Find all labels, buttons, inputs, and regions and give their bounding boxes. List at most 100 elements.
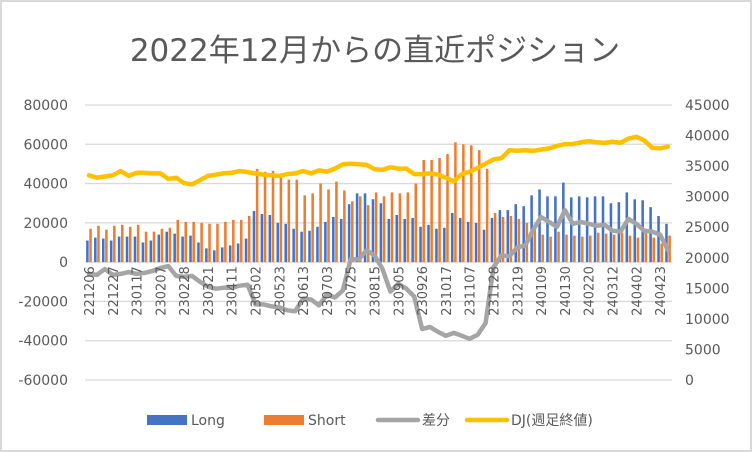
line-dj: [86, 134, 671, 187]
bar-short: [358, 196, 362, 263]
bar-short: [462, 144, 465, 263]
bar-long: [506, 210, 510, 263]
bar-long: [292, 228, 295, 263]
bar-long: [522, 206, 525, 263]
y-tick-label: 40000: [23, 177, 68, 193]
bar-short: [160, 228, 164, 263]
bar-short: [351, 201, 354, 263]
bar-long: [601, 196, 605, 263]
x-tick-label: 230725: [345, 266, 360, 316]
y2-tick-label: 5000: [685, 342, 721, 358]
bar-short: [113, 225, 116, 263]
x-tick-label: 230207: [154, 266, 169, 316]
bar-series: [86, 142, 671, 263]
bar-short: [128, 226, 132, 263]
bar-long: [419, 226, 422, 263]
y-tick-label: 60000: [23, 137, 68, 153]
bar-short: [485, 168, 489, 263]
legend-label: Short: [308, 413, 346, 429]
line-diff: [86, 207, 671, 342]
legend: Long Short 差分 DJ(週足終値): [147, 413, 593, 429]
bar-long: [514, 204, 518, 263]
bar-short: [382, 196, 386, 263]
bar-short: [208, 223, 211, 263]
bar-short: [533, 227, 537, 263]
x-tick-label: 230411: [226, 266, 241, 316]
x-tick-label: 230321: [202, 266, 217, 316]
y2-tick-label: 15000: [685, 281, 730, 297]
bar-short: [287, 179, 291, 263]
x-tick-label: 230703: [321, 266, 336, 316]
bar-long: [625, 192, 629, 263]
bar-short: [501, 216, 505, 263]
x-tick-label: 230926: [416, 266, 431, 316]
bar-short: [232, 219, 235, 263]
y-tick-label: 20000: [23, 216, 68, 232]
bar-long: [395, 215, 399, 263]
bar-short: [279, 177, 283, 263]
legend-swatch: [264, 415, 304, 425]
bar-short: [343, 190, 346, 263]
bar-short: [422, 160, 425, 263]
y2-tick-label: 10000: [685, 312, 730, 328]
bar-short: [335, 181, 338, 263]
bar-long: [498, 210, 502, 263]
bar-long: [458, 217, 462, 263]
bar-long: [125, 236, 129, 263]
x-tick-label: 240423: [654, 266, 669, 316]
bar-long: [490, 217, 494, 263]
bar-long: [284, 223, 287, 263]
y-tick-label: 80000: [23, 98, 68, 114]
bar-short: [311, 193, 314, 263]
x-tick-label: 230502: [250, 266, 265, 316]
y-tick-label: 0: [59, 255, 68, 271]
x-tick-label: 231128: [488, 266, 503, 316]
bar-short: [120, 224, 124, 263]
bar-short: [565, 234, 568, 263]
legend-item: Short: [264, 413, 346, 429]
bar-short: [216, 223, 219, 263]
bar-short: [517, 218, 521, 263]
bar-long: [213, 250, 216, 263]
bar-short: [414, 183, 418, 263]
bar-long: [577, 196, 581, 263]
bar-long: [205, 248, 208, 263]
y-tick-label: -40000: [18, 334, 68, 350]
bar-short: [105, 229, 108, 263]
bar-long: [435, 228, 438, 263]
bar-long: [260, 214, 264, 263]
x-axis: 221206 221227 230117 230207 230228 230321 2304…: [83, 266, 669, 316]
y-tick-label: -60000: [18, 373, 68, 389]
bar-long: [482, 229, 486, 263]
y-axis-right: 45000 40000 35000 30000 25000 20000 15000 10000…: [685, 98, 730, 389]
bar-long: [117, 236, 121, 263]
bar-long: [609, 203, 613, 263]
x-tick-label: 231017: [440, 266, 455, 316]
bar-short: [255, 168, 259, 263]
bar-short: [470, 145, 473, 263]
bar-long: [157, 234, 161, 263]
bar-short: [136, 224, 140, 263]
legend-label: 差分: [422, 413, 450, 429]
y2-tick-label: 20000: [685, 251, 730, 267]
bar-long: [149, 240, 153, 263]
bar-long: [197, 242, 200, 263]
bar-short: [477, 150, 481, 263]
bar-short: [612, 234, 616, 263]
x-tick-label: 230613: [297, 266, 312, 316]
bar-short: [604, 233, 608, 263]
bar-long: [474, 222, 478, 263]
x-tick-label: 230523: [273, 266, 288, 316]
bar-short: [406, 192, 410, 263]
bar-long: [189, 235, 192, 263]
y2-tick-label: 35000: [685, 159, 730, 175]
bar-long: [649, 207, 652, 263]
bar-short: [152, 231, 156, 263]
bar-short: [430, 160, 433, 263]
bar-long: [411, 217, 414, 263]
x-tick-label: 230905: [392, 266, 407, 316]
y2-tick-label: 40000: [685, 129, 730, 145]
bar-short: [589, 235, 592, 263]
